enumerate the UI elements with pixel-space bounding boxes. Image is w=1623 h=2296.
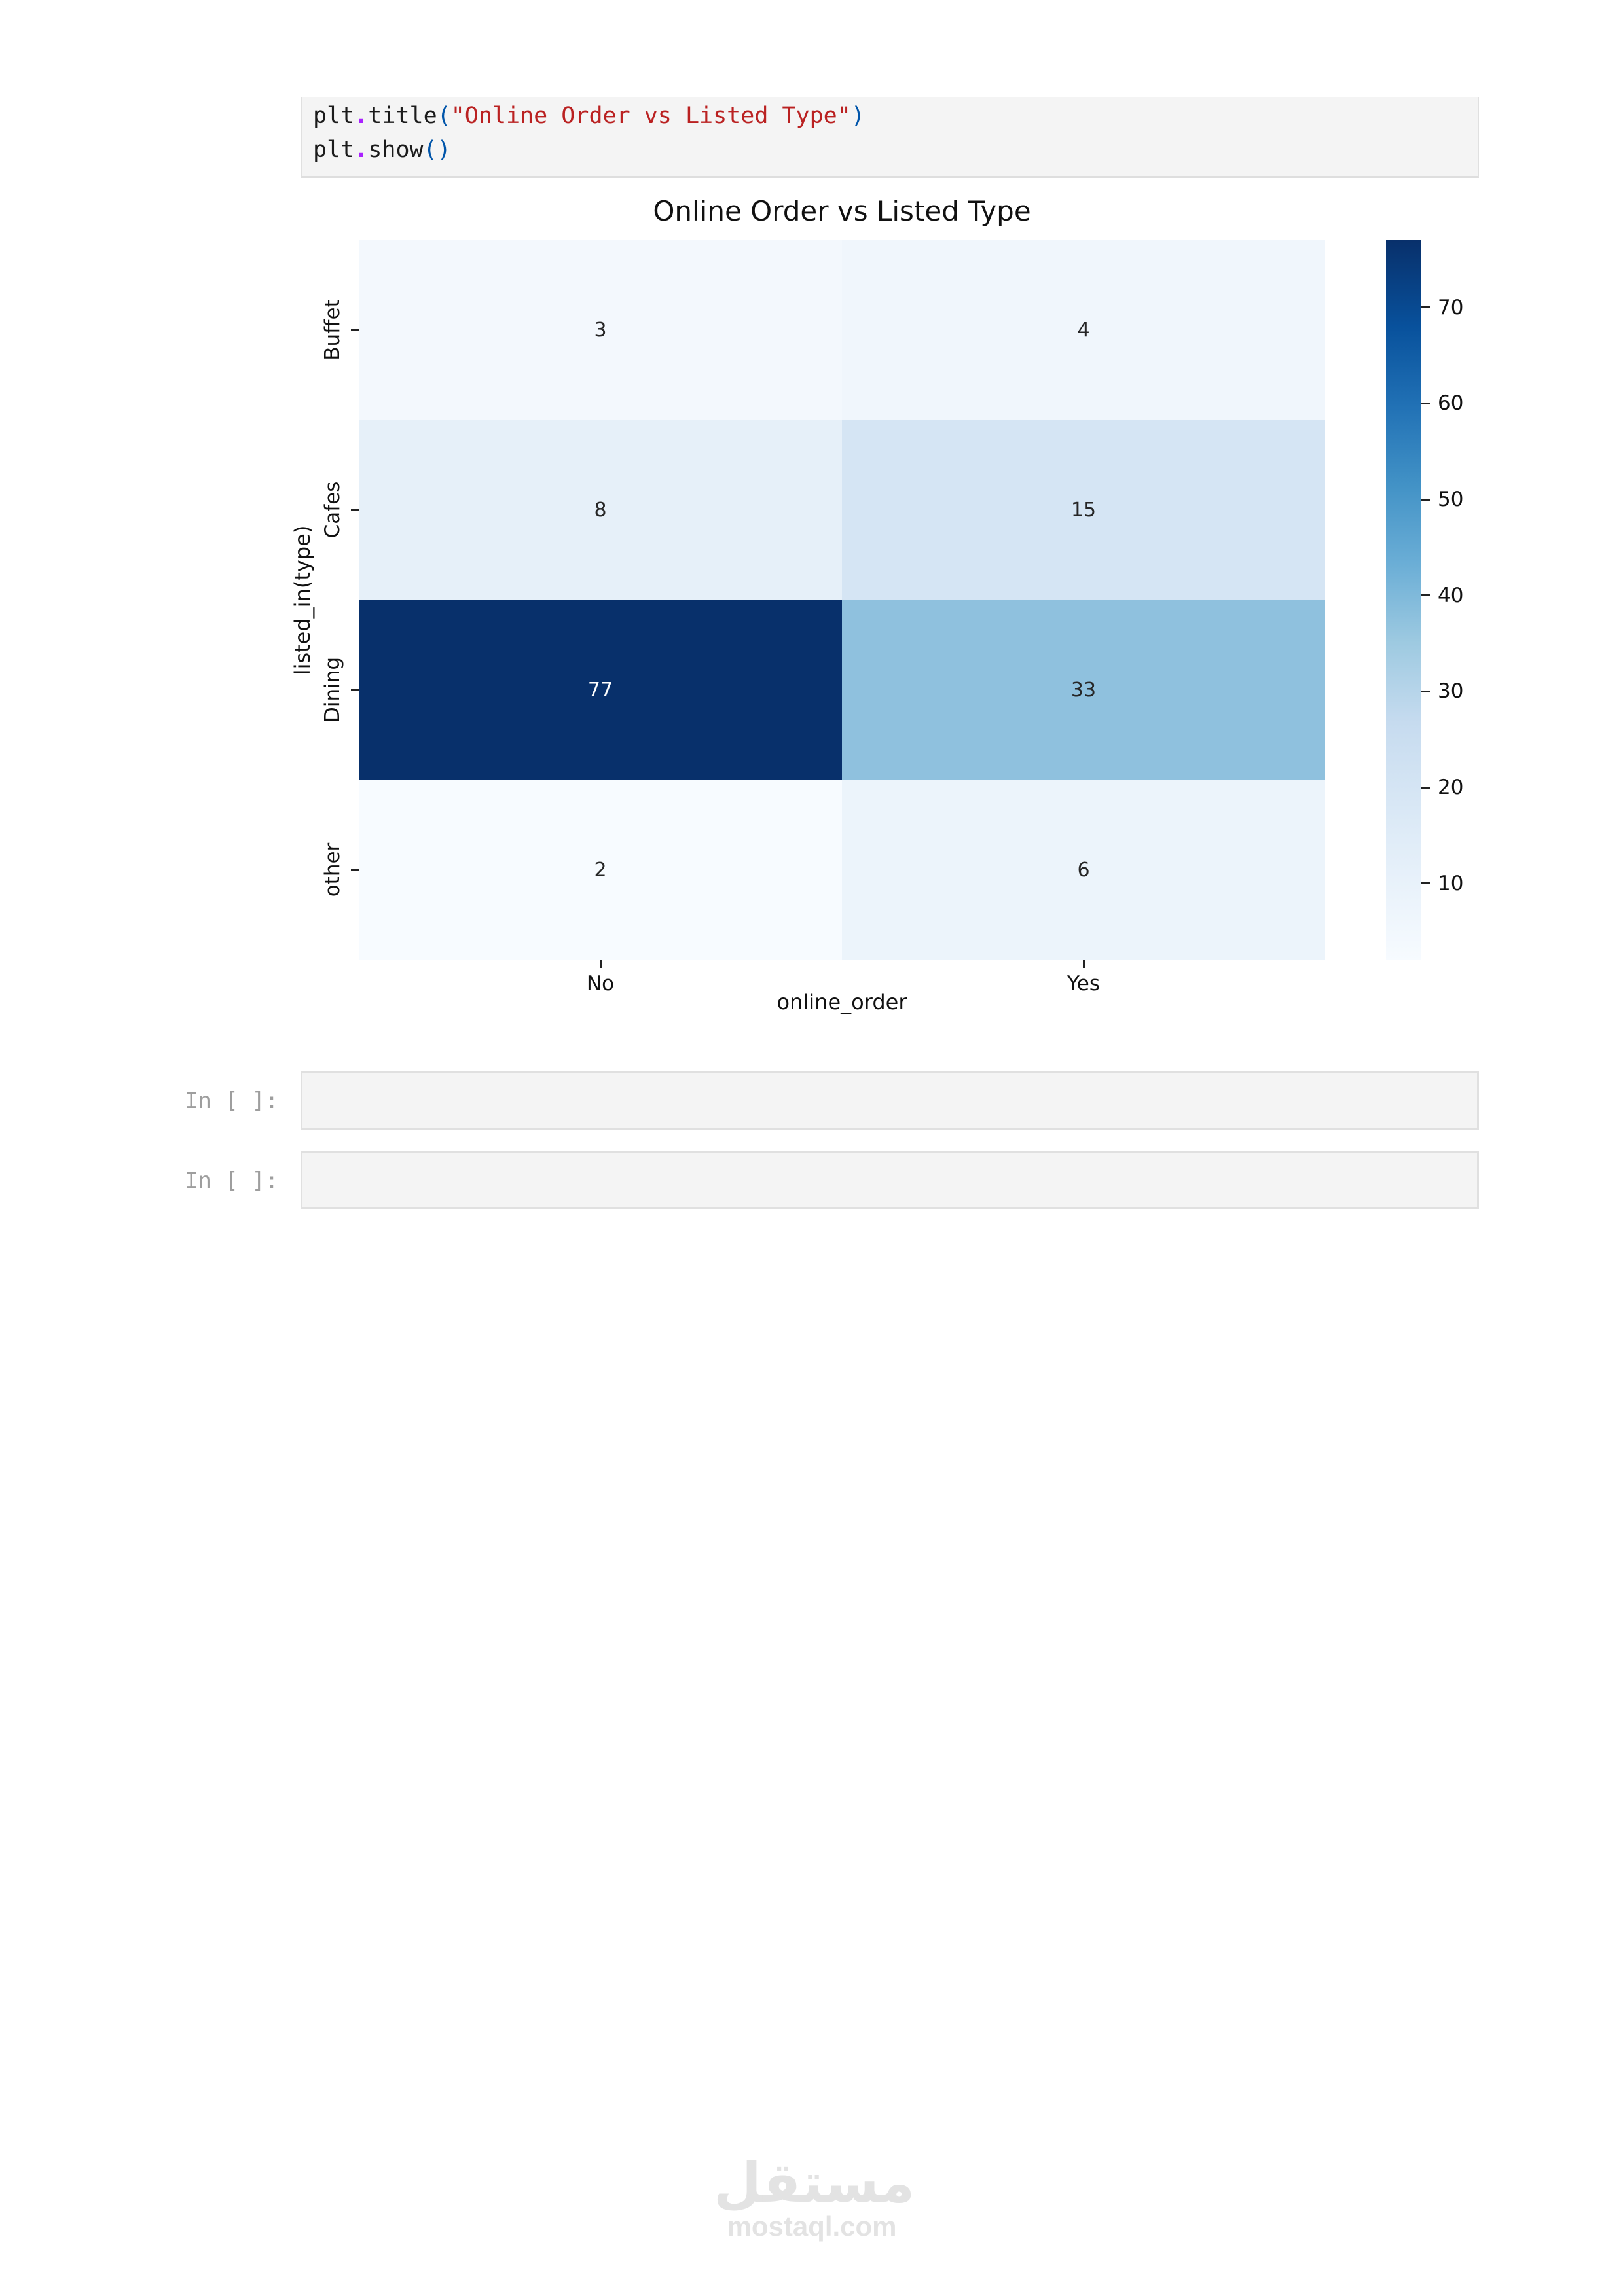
code-token: show bbox=[368, 137, 424, 163]
y-tick bbox=[351, 509, 359, 511]
x-tick bbox=[1083, 960, 1085, 968]
colorbar-tick bbox=[1421, 787, 1430, 789]
x-axis-label: online_order bbox=[776, 990, 907, 1014]
heatmap-cell-buffet-no: 3 bbox=[359, 240, 842, 420]
heatmap-cell-cafes-no: 8 bbox=[359, 420, 842, 600]
y-tick-label-buffet: Buffet bbox=[321, 299, 344, 361]
code-token: . bbox=[354, 137, 369, 163]
x-tick bbox=[600, 960, 602, 968]
code-line-show: plt.show() bbox=[313, 134, 451, 166]
watermark: مستقل mostaql.com bbox=[714, 2151, 915, 2242]
colorbar-label-30: 30 bbox=[1438, 679, 1464, 703]
code-token: title bbox=[368, 103, 437, 129]
code-string: "Online Order vs Listed Type" bbox=[450, 103, 851, 129]
code-token: ( bbox=[423, 137, 437, 163]
code-token: plt bbox=[313, 137, 355, 163]
heatmap: 3 4 8 15 77 33 2 6 bbox=[359, 240, 1325, 960]
colorbar-tick bbox=[1421, 594, 1430, 596]
y-tick-label-cafes: Cafes bbox=[321, 481, 344, 539]
colorbar-tick bbox=[1421, 882, 1430, 884]
colorbar bbox=[1386, 240, 1421, 960]
x-tick-label-yes: Yes bbox=[1067, 972, 1101, 996]
cell-prompt: In [ ]: bbox=[185, 1088, 279, 1114]
code-token: ) bbox=[850, 103, 865, 129]
code-line-title: plt.title("Online Order vs Listed Type") bbox=[313, 99, 865, 132]
code-token: . bbox=[354, 103, 369, 129]
y-tick bbox=[351, 689, 359, 691]
code-token: plt bbox=[313, 103, 355, 129]
colorbar-label-20: 20 bbox=[1438, 776, 1464, 799]
heatmap-cell-dining-no: 77 bbox=[359, 600, 842, 780]
code-token: ) bbox=[437, 137, 451, 163]
heatmap-cell-buffet-yes: 4 bbox=[842, 240, 1325, 420]
y-tick bbox=[351, 869, 359, 871]
colorbar-tick bbox=[1421, 499, 1430, 501]
colorbar-tick bbox=[1421, 691, 1430, 692]
colorbar-label-50: 50 bbox=[1438, 488, 1464, 511]
y-tick bbox=[351, 329, 359, 331]
y-tick-label-other: other bbox=[321, 842, 344, 897]
code-cell[interactable]: plt.title("Online Order vs Listed Type")… bbox=[301, 97, 1479, 178]
colorbar-tick bbox=[1421, 403, 1430, 404]
y-tick-label-dining: Dining bbox=[321, 656, 344, 723]
colorbar-label-70: 70 bbox=[1438, 296, 1464, 319]
watermark-arabic: مستقل bbox=[714, 2151, 915, 2215]
colorbar-label-10: 10 bbox=[1438, 872, 1464, 895]
cell-prompt: In [ ]: bbox=[185, 1168, 279, 1194]
heatmap-cell-other-yes: 6 bbox=[842, 780, 1325, 960]
code-token: ( bbox=[437, 103, 451, 129]
colorbar-label-40: 40 bbox=[1438, 584, 1464, 607]
watermark-latin: mostaql.com bbox=[727, 2211, 897, 2242]
empty-code-cell[interactable] bbox=[301, 1071, 1479, 1130]
heatmap-cell-cafes-yes: 15 bbox=[842, 420, 1325, 600]
chart-title: Online Order vs Listed Type bbox=[653, 195, 1031, 227]
heatmap-cell-dining-yes: 33 bbox=[842, 600, 1325, 780]
empty-code-cell[interactable] bbox=[301, 1151, 1479, 1209]
y-axis-label: listed_in(type) bbox=[290, 525, 315, 675]
heatmap-cell-other-no: 2 bbox=[359, 780, 842, 960]
colorbar-tick bbox=[1421, 306, 1430, 308]
colorbar-label-60: 60 bbox=[1438, 391, 1464, 415]
x-tick-label-no: No bbox=[586, 972, 615, 996]
